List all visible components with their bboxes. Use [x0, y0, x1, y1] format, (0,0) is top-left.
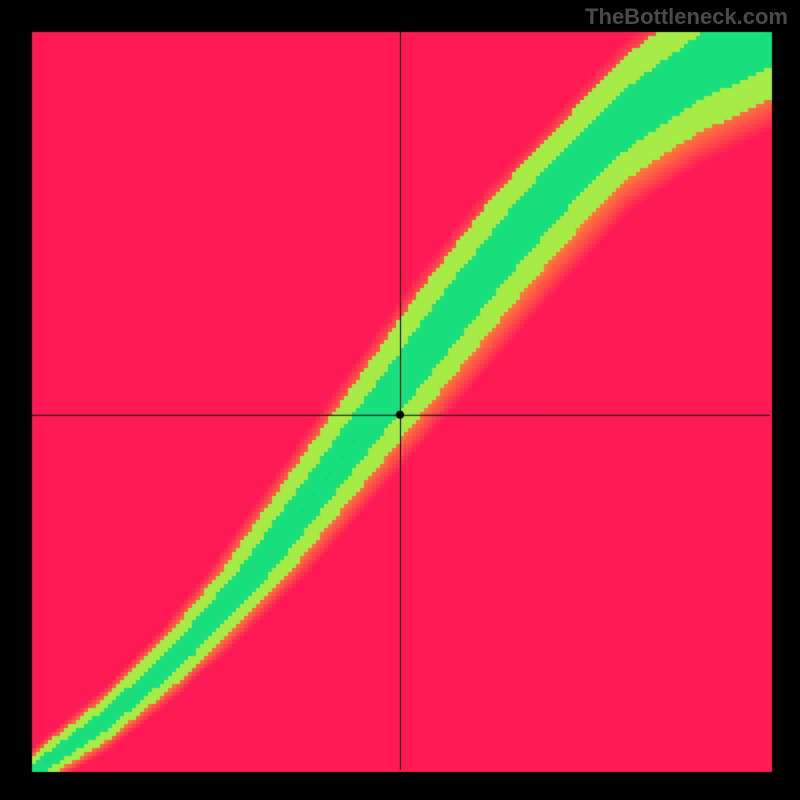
bottleneck-heatmap-canvas [0, 0, 800, 800]
chart-stage: TheBottleneck.com [0, 0, 800, 800]
